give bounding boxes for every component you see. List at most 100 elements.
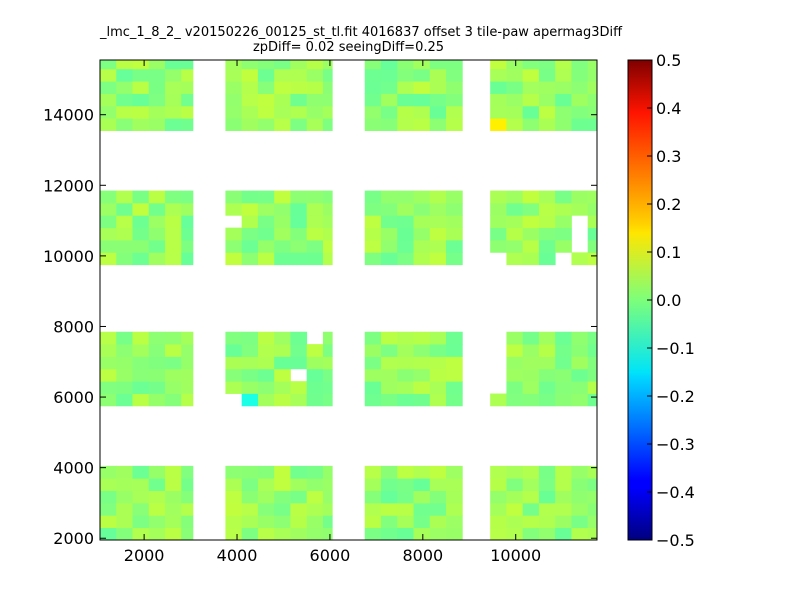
heatmap-cell xyxy=(165,60,182,70)
heatmap-cell xyxy=(381,240,398,253)
heatmap-cell xyxy=(165,118,182,131)
heatmap-cell xyxy=(538,202,556,216)
heatmap-cell xyxy=(538,490,556,504)
heatmap-cell xyxy=(100,344,117,357)
heatmap-cell xyxy=(274,381,291,394)
heatmap-cell xyxy=(148,478,166,491)
heatmap-cell xyxy=(538,118,556,131)
heatmap-cell xyxy=(306,344,324,357)
heatmap-cell xyxy=(446,515,463,529)
heatmap-cell xyxy=(397,81,414,94)
heatmap-cell xyxy=(522,381,540,394)
heatmap-cell xyxy=(100,393,117,407)
heatmap-cell xyxy=(538,93,556,107)
heatmap-cell xyxy=(274,202,291,216)
heatmap-cell xyxy=(413,502,431,516)
heatmap-cell xyxy=(100,478,117,491)
heatmap-cell xyxy=(490,68,507,82)
heatmap-cell xyxy=(322,515,333,529)
heatmap-cell xyxy=(148,381,166,394)
heatmap-cell xyxy=(132,344,150,357)
heatmap-cell xyxy=(257,215,275,229)
heatmap-cell xyxy=(132,240,150,253)
heatmap-cell xyxy=(290,478,308,491)
colorbar-tick-label: 0.0 xyxy=(656,291,681,310)
heatmap-cell xyxy=(148,240,166,253)
heatmap-cell xyxy=(413,202,431,216)
heatmap-cell xyxy=(571,344,589,357)
heatmap-cell xyxy=(587,81,598,94)
heatmap-cell xyxy=(587,368,598,382)
heatmap-cell xyxy=(257,368,275,382)
heatmap-cell xyxy=(241,393,259,407)
heatmap-cell xyxy=(165,202,182,216)
heatmap-cell xyxy=(100,252,117,266)
heatmap-cell xyxy=(290,240,308,253)
heatmap-cell xyxy=(555,344,572,357)
heatmap-cell xyxy=(413,240,431,253)
heatmap-cell xyxy=(446,331,463,345)
heatmap-cell xyxy=(490,465,507,479)
heatmap-cell xyxy=(116,393,133,407)
heatmap-cell xyxy=(364,527,382,541)
y-tick-label: 2000 xyxy=(53,529,94,548)
heatmap-cell xyxy=(506,381,524,394)
heatmap-cell xyxy=(555,478,572,491)
heatmap-cell xyxy=(132,515,150,529)
heatmap-cell xyxy=(555,368,572,382)
heatmap-cell xyxy=(446,93,463,107)
heatmap-cell xyxy=(322,60,333,70)
heatmap-cell xyxy=(241,478,259,491)
heatmap-cell xyxy=(446,502,463,516)
heatmap-cell xyxy=(397,490,414,504)
heatmap-cell xyxy=(100,465,117,479)
heatmap-cell xyxy=(364,190,382,204)
heatmap-cell xyxy=(429,202,447,216)
heatmap-cell xyxy=(538,465,556,479)
heatmap-cell xyxy=(132,81,150,94)
heatmap-cell xyxy=(165,502,182,516)
heatmap-cell xyxy=(148,331,166,345)
heatmap-cell xyxy=(587,465,598,479)
heatmap-cell xyxy=(571,202,589,216)
heatmap-cell xyxy=(413,393,431,407)
heatmap-cell xyxy=(381,393,398,407)
heatmap-cell xyxy=(241,252,259,266)
heatmap-cell xyxy=(290,190,308,204)
heatmap-cell xyxy=(116,81,133,94)
heatmap-cell xyxy=(322,331,333,345)
heatmap-cell xyxy=(322,68,333,82)
heatmap-cell xyxy=(381,490,398,504)
heatmap-cell xyxy=(241,356,259,370)
heatmap-cell xyxy=(446,393,463,407)
heatmap-cell xyxy=(290,252,308,266)
heatmap-cell xyxy=(290,118,308,131)
heatmap-cell xyxy=(364,465,382,479)
heatmap-cell xyxy=(241,190,259,204)
heatmap-cell xyxy=(571,527,589,541)
heatmap-cell xyxy=(446,190,463,204)
heatmap-cell xyxy=(306,356,324,370)
heatmap-cell xyxy=(148,356,166,370)
heatmap-cell xyxy=(225,93,243,107)
x-tick-label: 4000 xyxy=(217,546,258,565)
heatmap-cell xyxy=(132,331,150,345)
heatmap-cell xyxy=(165,215,182,229)
heatmap-cell xyxy=(571,60,589,70)
heatmap-cell xyxy=(538,60,556,70)
heatmap-cell xyxy=(132,202,150,216)
heatmap-cell xyxy=(446,465,463,479)
heatmap-cell xyxy=(241,381,259,394)
heatmap-cell xyxy=(429,356,447,370)
heatmap-cell xyxy=(571,252,589,266)
heatmap-cell xyxy=(397,240,414,253)
heatmap-cell xyxy=(274,68,291,82)
heatmap-cell xyxy=(538,252,556,266)
heatmap-cell xyxy=(241,490,259,504)
heatmap-cell xyxy=(290,215,308,229)
heatmap-cell xyxy=(241,60,259,70)
heatmap-cell xyxy=(381,344,398,357)
heatmap-cell xyxy=(100,190,117,204)
heatmap-cell xyxy=(116,515,133,529)
